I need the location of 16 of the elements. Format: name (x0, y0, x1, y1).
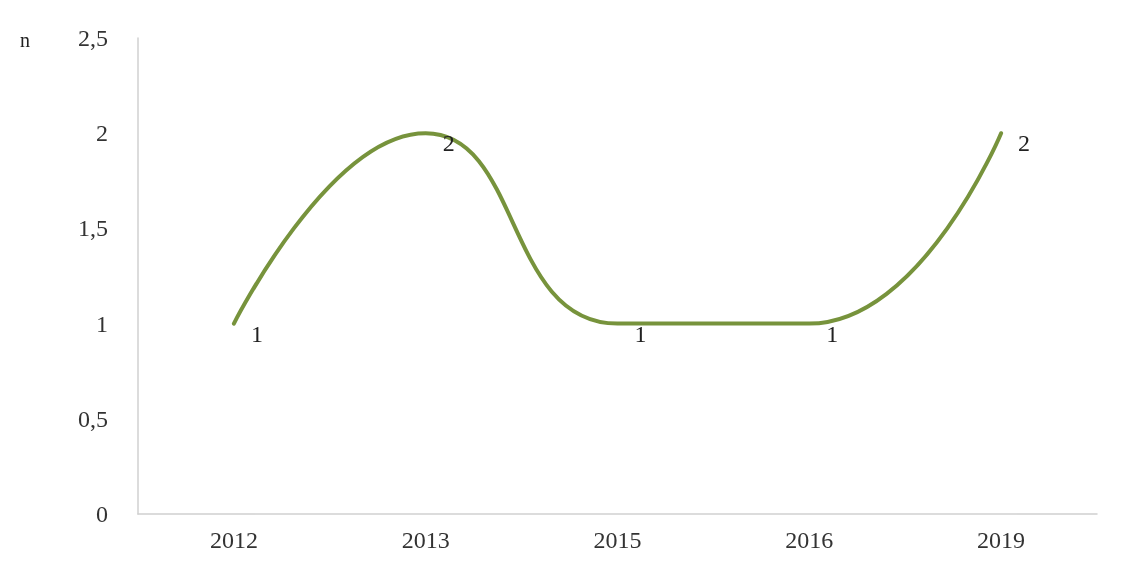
data-label: 1 (250, 320, 263, 347)
y-tick-label: 2 (96, 120, 108, 147)
data-label: 1 (826, 320, 839, 347)
x-tick-label: 2016 (785, 527, 834, 553)
x-tick-label: 2013 (401, 527, 450, 553)
x-tick-label: 2019 (977, 527, 1026, 553)
x-tick-label: 2012 (209, 527, 258, 553)
y-axis-title: n (20, 29, 30, 51)
y-tick-label: 0 (96, 501, 108, 527)
x-tick-label: 2015 (593, 527, 642, 553)
y-tick-label: 2,5 (78, 25, 108, 51)
data-label: 2 (1018, 130, 1031, 157)
data-label: 1 (634, 320, 647, 347)
y-tick-label: 1 (96, 310, 108, 337)
y-tick-label: 1,5 (78, 215, 108, 242)
y-tick-label: 0,5 (78, 405, 108, 432)
